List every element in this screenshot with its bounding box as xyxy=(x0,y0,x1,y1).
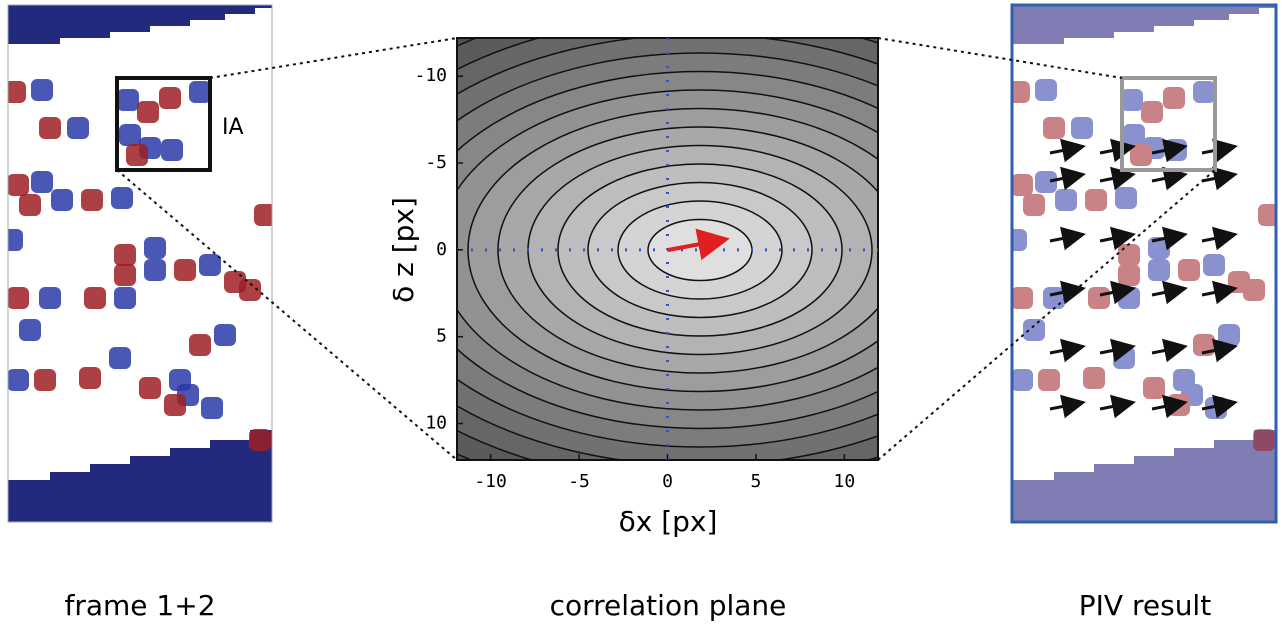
particle xyxy=(1088,287,1110,309)
particle xyxy=(249,429,271,451)
particle xyxy=(84,287,106,309)
particle xyxy=(34,369,56,391)
particle xyxy=(189,81,211,103)
particle xyxy=(137,101,159,123)
particle xyxy=(214,324,236,346)
particle xyxy=(1085,189,1107,211)
y-axis-label: δ z [px] xyxy=(387,197,420,303)
particle xyxy=(7,369,29,391)
particle xyxy=(1163,87,1185,109)
particle xyxy=(31,171,53,193)
particle xyxy=(31,79,53,101)
particle xyxy=(1148,259,1170,281)
particle xyxy=(201,397,223,419)
particle xyxy=(144,259,166,281)
particle xyxy=(164,394,186,416)
ia-label: IA xyxy=(222,115,244,140)
particle xyxy=(39,287,61,309)
particle xyxy=(111,187,133,209)
y-tick-label: 10 xyxy=(425,413,447,434)
particle xyxy=(114,244,136,266)
particle xyxy=(1193,81,1215,103)
contour xyxy=(648,220,752,281)
particle xyxy=(139,377,161,399)
particle xyxy=(114,264,136,286)
x-tick-label: 0 xyxy=(662,471,673,492)
x-tick-label: 10 xyxy=(834,471,856,492)
particle xyxy=(109,347,131,369)
particle xyxy=(67,117,89,139)
particle xyxy=(1011,174,1033,196)
x-tick-label: -5 xyxy=(568,471,590,492)
particle xyxy=(161,139,183,161)
particle xyxy=(119,124,141,146)
particle xyxy=(189,334,211,356)
particle xyxy=(174,259,196,281)
y-tick-label: -10 xyxy=(414,65,447,86)
figure: IA -10 -5 0 5 10 -10 -5 0 5 10 δx [px] δ z [px] f… xyxy=(0,0,1282,633)
particle xyxy=(126,144,148,166)
particle xyxy=(1115,187,1137,209)
particle xyxy=(19,319,41,341)
particle xyxy=(117,89,139,111)
particle xyxy=(39,117,61,139)
caption: correlation plane xyxy=(550,589,787,622)
particle xyxy=(144,237,166,259)
particle xyxy=(1203,254,1225,276)
particle xyxy=(1043,287,1065,309)
particle xyxy=(199,254,221,276)
particle xyxy=(1071,117,1093,139)
particle xyxy=(51,189,73,211)
caption: PIV result xyxy=(1079,589,1211,622)
particle xyxy=(1023,194,1045,216)
particle xyxy=(1005,229,1027,251)
particle xyxy=(1043,117,1065,139)
y-tick-label: 0 xyxy=(436,239,447,260)
caption: frame 1+2 xyxy=(64,589,215,622)
particle xyxy=(1118,264,1140,286)
particle xyxy=(1130,144,1152,166)
particle xyxy=(81,189,103,211)
particle xyxy=(1141,101,1163,123)
particle xyxy=(1253,429,1275,451)
particle xyxy=(159,87,181,109)
x-axis-label: δx [px] xyxy=(619,505,718,538)
particle xyxy=(1035,171,1057,193)
particle xyxy=(7,287,29,309)
frame-panel xyxy=(1,5,276,522)
particle xyxy=(1011,287,1033,309)
particle xyxy=(1035,79,1057,101)
particle xyxy=(1083,367,1105,389)
particle xyxy=(1055,189,1077,211)
particle xyxy=(114,287,136,309)
particle xyxy=(1121,89,1143,111)
particle xyxy=(7,174,29,196)
particle xyxy=(1123,124,1145,146)
particle xyxy=(1218,324,1240,346)
particle xyxy=(1118,244,1140,266)
particle xyxy=(1011,369,1033,391)
particle xyxy=(1,229,23,251)
y-tick-label: 5 xyxy=(436,326,447,347)
particle xyxy=(1023,319,1045,341)
y-tick-label: -5 xyxy=(425,152,447,173)
particle xyxy=(1038,369,1060,391)
particle xyxy=(1178,259,1200,281)
particle xyxy=(1243,279,1265,301)
piv-panel xyxy=(1005,5,1280,522)
particle xyxy=(79,367,101,389)
particle xyxy=(19,194,41,216)
particle xyxy=(254,204,276,226)
particle xyxy=(1143,377,1165,399)
x-tick-label: -10 xyxy=(474,471,507,492)
page: {"panels": { "left": {"label": "frame 1+… xyxy=(0,0,1282,633)
particle xyxy=(4,81,26,103)
x-tick-label: 5 xyxy=(751,471,762,492)
